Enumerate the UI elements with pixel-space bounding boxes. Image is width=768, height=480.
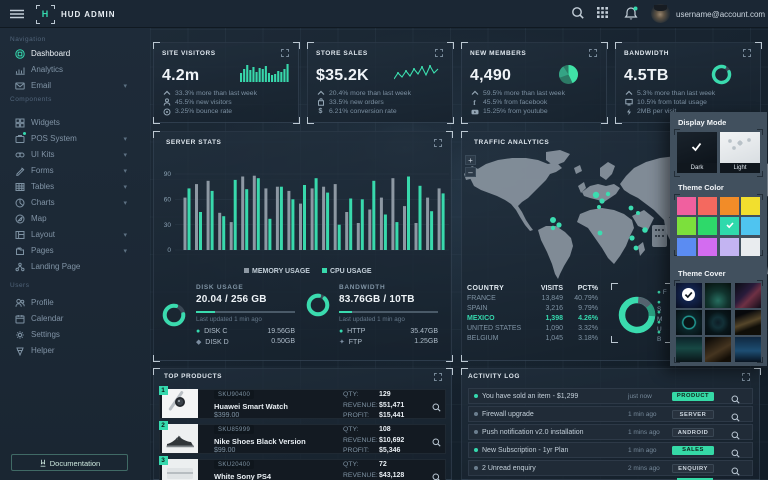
svg-text:60: 60	[164, 197, 172, 204]
svg-text:0: 0	[167, 247, 171, 254]
svg-text:90: 90	[164, 171, 172, 178]
svg-text:30: 30	[164, 222, 172, 229]
